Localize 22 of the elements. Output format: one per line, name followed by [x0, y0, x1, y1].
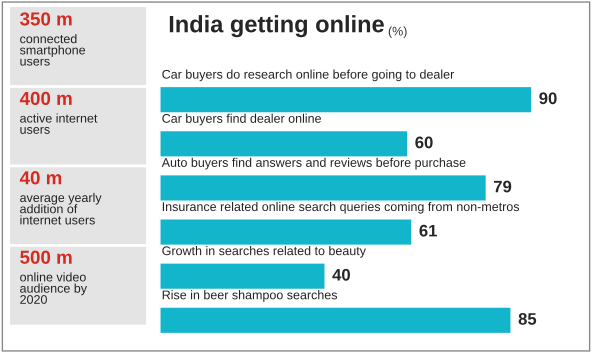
- text: 350 m: [20, 12, 72, 26]
- data-label: 60: [415, 136, 433, 148]
- y-tick-label: Car buyers do research online before going to dealer: [162, 70, 454, 82]
- data-label: 61: [420, 224, 437, 237]
- y-tick-label: Car buyers find dealer online: [162, 114, 321, 126]
- chart-title: India getting online: [170, 15, 384, 38]
- text: 40 m: [20, 171, 62, 184]
- data-label: 85: [518, 313, 536, 325]
- text: average yearly addition of internet users: [20, 192, 102, 224]
- y-tick-label: Growth in searches related to beauty: [162, 246, 366, 258]
- data-label: 90: [539, 92, 557, 104]
- chart-subtitle: (%): [388, 26, 407, 38]
- text: active internet users: [20, 113, 98, 134]
- text: online video audience by 2020: [20, 272, 87, 304]
- text: 500 m: [20, 250, 72, 264]
- y-tick-label: Rise in beer shampoo searches: [162, 290, 338, 302]
- data-label: 79: [494, 180, 512, 192]
- text: connected smartphone users: [20, 34, 86, 66]
- y-tick-label: Insurance related online search queries coming from non-metros: [162, 202, 520, 214]
- data-label: 40: [332, 268, 350, 281]
- text: 400 m: [20, 92, 72, 106]
- y-tick-label: Auto buyers find answers and reviews before purchase: [162, 158, 466, 170]
